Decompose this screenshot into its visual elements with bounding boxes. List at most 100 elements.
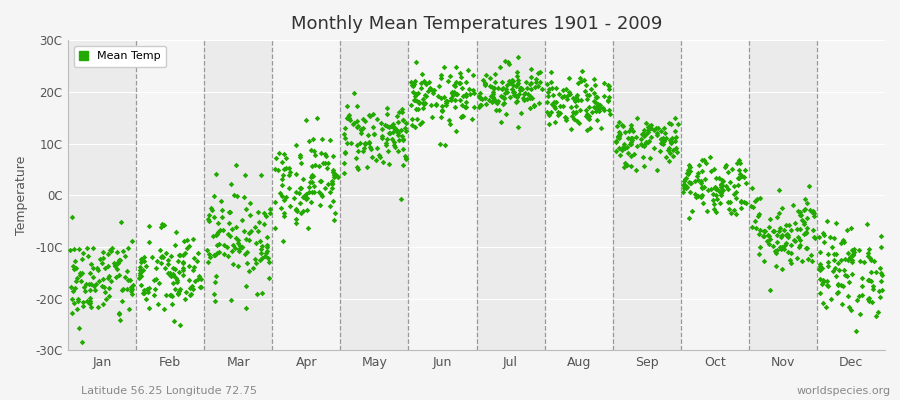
- Point: [338, 150, 352, 156]
- Point: [344, 140, 358, 146]
- Point: [74, 277, 88, 284]
- Point: [819, 304, 833, 311]
- Point: [501, 59, 516, 65]
- Point: [621, 134, 635, 141]
- Point: [774, 246, 788, 252]
- Point: [453, 70, 467, 77]
- Point: [803, 206, 817, 213]
- Point: [72, 324, 86, 331]
- Point: [104, 248, 118, 254]
- Point: [93, 256, 107, 262]
- Point: [163, 270, 177, 276]
- Point: [277, 209, 292, 216]
- Point: [655, 141, 670, 148]
- Point: [643, 122, 657, 129]
- Point: [153, 247, 167, 253]
- Point: [372, 152, 386, 158]
- Point: [453, 80, 467, 86]
- Point: [568, 98, 582, 104]
- Point: [133, 270, 148, 276]
- Point: [296, 176, 310, 182]
- Point: [125, 238, 140, 244]
- Point: [695, 168, 709, 174]
- Point: [489, 99, 503, 105]
- Point: [579, 82, 593, 88]
- Point: [524, 80, 538, 86]
- Point: [302, 225, 316, 231]
- Point: [825, 244, 840, 251]
- Point: [331, 174, 346, 180]
- Point: [624, 135, 638, 142]
- Point: [689, 173, 704, 180]
- Point: [669, 145, 683, 151]
- Point: [86, 245, 101, 251]
- Point: [654, 128, 669, 134]
- Point: [238, 236, 253, 242]
- Point: [384, 136, 399, 142]
- Point: [869, 313, 884, 319]
- Point: [81, 253, 95, 260]
- Point: [449, 91, 464, 98]
- Point: [872, 288, 886, 294]
- Point: [237, 228, 251, 234]
- Point: [289, 216, 303, 222]
- Point: [502, 61, 517, 67]
- Point: [354, 126, 368, 132]
- Point: [342, 112, 356, 118]
- Point: [410, 116, 425, 123]
- Point: [642, 137, 656, 144]
- Point: [726, 191, 741, 198]
- Point: [367, 131, 382, 138]
- Point: [248, 223, 262, 230]
- Point: [571, 97, 585, 103]
- Point: [73, 270, 87, 276]
- Point: [434, 75, 448, 81]
- Point: [683, 168, 698, 174]
- Point: [176, 272, 191, 278]
- Point: [229, 224, 243, 230]
- Point: [282, 185, 296, 191]
- Point: [528, 84, 543, 90]
- Point: [483, 83, 498, 89]
- Point: [626, 150, 641, 157]
- Point: [580, 127, 594, 133]
- Point: [692, 162, 706, 168]
- Point: [101, 275, 115, 282]
- Point: [321, 160, 336, 166]
- Point: [827, 256, 842, 263]
- Point: [532, 100, 546, 106]
- Point: [512, 87, 526, 93]
- Point: [629, 134, 643, 140]
- Point: [455, 93, 470, 100]
- Point: [592, 104, 607, 110]
- Point: [487, 85, 501, 92]
- Point: [230, 263, 245, 269]
- Point: [837, 238, 851, 245]
- Point: [184, 283, 199, 290]
- Point: [258, 250, 273, 256]
- Point: [622, 128, 636, 134]
- Point: [778, 242, 792, 248]
- Point: [151, 301, 166, 308]
- Point: [249, 259, 264, 266]
- Point: [521, 91, 535, 97]
- Point: [201, 216, 215, 222]
- Point: [271, 167, 285, 174]
- Point: [294, 209, 309, 216]
- Point: [703, 154, 717, 160]
- Point: [296, 208, 310, 214]
- Point: [569, 94, 583, 101]
- Point: [827, 234, 842, 241]
- Point: [680, 170, 695, 176]
- Point: [793, 242, 807, 248]
- Point: [79, 281, 94, 287]
- Point: [865, 299, 879, 305]
- Point: [461, 67, 475, 73]
- Point: [390, 113, 404, 119]
- Point: [634, 136, 648, 142]
- Point: [695, 157, 709, 163]
- Point: [168, 242, 183, 248]
- Point: [763, 216, 778, 222]
- Point: [180, 245, 194, 252]
- Point: [176, 260, 190, 266]
